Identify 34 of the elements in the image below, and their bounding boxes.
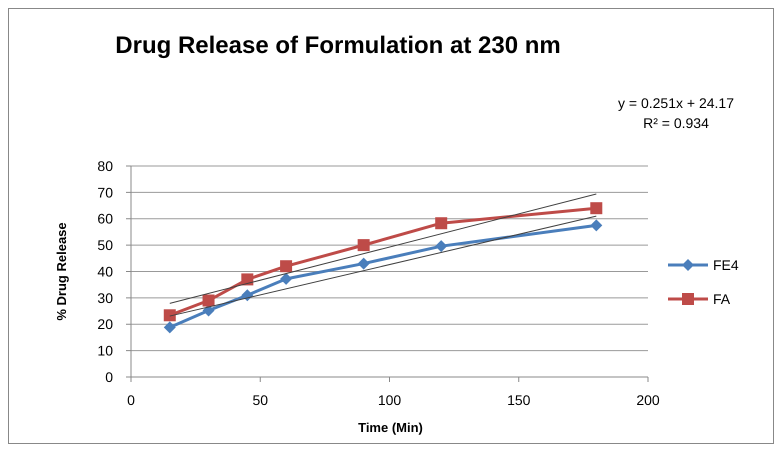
x-tick-label: 100 bbox=[378, 392, 402, 408]
point bbox=[202, 294, 215, 307]
x-tick-label: 200 bbox=[636, 392, 660, 408]
y-tick-label: 20 bbox=[97, 316, 114, 332]
y-tick-label: 50 bbox=[97, 237, 114, 254]
x-tick-label: 150 bbox=[507, 392, 531, 408]
point bbox=[241, 289, 254, 302]
point bbox=[164, 321, 176, 334]
point bbox=[435, 240, 448, 252]
legend-label: FE4 bbox=[713, 256, 739, 273]
text: R² = 0.934 bbox=[643, 115, 710, 131]
point bbox=[435, 217, 448, 230]
chart-title: Drug Release of Formulation at 230 nm bbox=[115, 32, 561, 59]
point bbox=[241, 273, 254, 286]
point bbox=[358, 258, 370, 270]
y-tick-label: 60 bbox=[97, 210, 114, 227]
point bbox=[590, 202, 602, 214]
text: y = 0.251x + 24.17 bbox=[618, 95, 734, 111]
y-axis-title: % Drug Release bbox=[54, 222, 69, 321]
y-tick-label: 40 bbox=[97, 263, 114, 280]
y-tick-label: 30 bbox=[97, 290, 114, 306]
x-axis-title: Time (Min) bbox=[358, 420, 423, 435]
point bbox=[590, 219, 602, 232]
y-tick-label: 10 bbox=[97, 342, 114, 359]
x-tick-label: 0 bbox=[127, 392, 136, 408]
y-tick-label: 80 bbox=[97, 158, 114, 174]
legend-label: FA bbox=[713, 290, 731, 307]
point bbox=[280, 260, 292, 272]
point bbox=[280, 272, 292, 285]
x-tick-label: 50 bbox=[252, 392, 268, 408]
point bbox=[164, 309, 176, 322]
point bbox=[358, 239, 370, 252]
y-tick-label: 0 bbox=[105, 368, 114, 385]
y-tick-label: 70 bbox=[97, 184, 114, 200]
